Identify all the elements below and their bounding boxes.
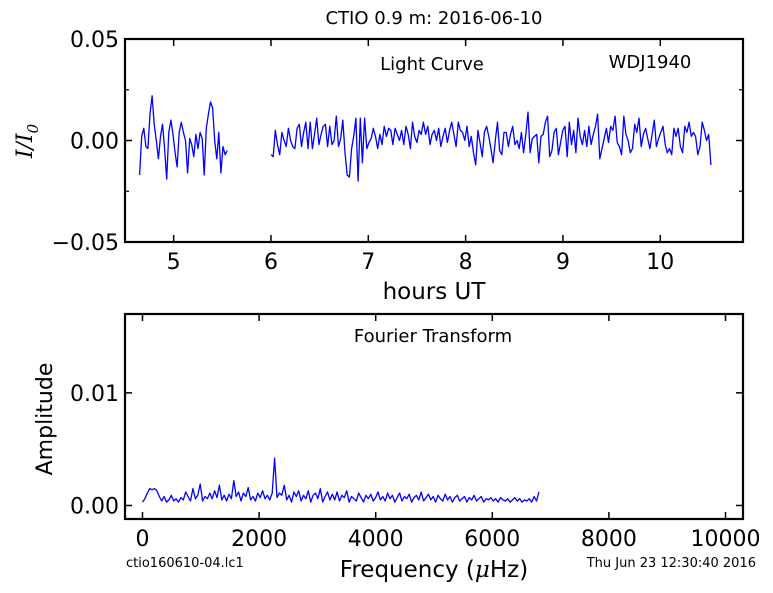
y-tick-label: 0.01 bbox=[70, 382, 119, 407]
footer-filename: ctio160610-04.lc1 bbox=[126, 556, 244, 571]
fourier-xlabel-text: Frequency ( bbox=[340, 557, 475, 583]
figure-title: CTIO 0.9 m: 2016-06-10 bbox=[325, 8, 542, 29]
fourier-panel: 0 2000 4000 6000 8000 10000 0.00 0.01 Fourier T… bbox=[33, 312, 761, 583]
series-line-1 bbox=[138, 95, 228, 180]
x-tick-label: 8000 bbox=[581, 527, 637, 552]
fourier-ticks: 0 2000 4000 6000 8000 10000 0.00 0.01 bbox=[70, 314, 761, 552]
light-curve-label: Light Curve bbox=[380, 54, 484, 75]
light-curve-ticks: 5 6 7 8 9 10 −0.05 0.00 0.05 bbox=[52, 28, 743, 275]
series-line-2 bbox=[270, 111, 712, 182]
fourier-axes-frame bbox=[123, 312, 745, 521]
x-tick-label: 9 bbox=[556, 250, 570, 275]
fourier-transform-label: Fourier Transform bbox=[354, 326, 512, 347]
series-line-1 bbox=[141, 457, 540, 503]
light-curve-panel: 5 6 7 8 9 10 −0.05 0.00 0.05 Light Curve WDJ1940… bbox=[13, 28, 745, 305]
x-tick-label: 10000 bbox=[691, 527, 761, 552]
footer-timestamp: Thu Jun 23 12:30:40 2016 bbox=[586, 556, 756, 571]
y-tick-label: 0.05 bbox=[70, 28, 119, 53]
fourier-xlabel-unit: Hz) bbox=[490, 557, 528, 583]
fourier-lines bbox=[141, 457, 540, 503]
x-tick-label: 6000 bbox=[464, 527, 520, 552]
light-curve-ylabel: I/I0 bbox=[13, 123, 42, 159]
y-tick-label: −0.05 bbox=[52, 231, 119, 256]
x-tick-label: 4000 bbox=[348, 527, 404, 552]
light-curve-xlabel: hours UT bbox=[383, 279, 487, 305]
x-tick-label: 8 bbox=[459, 250, 473, 275]
x-tick-label: 7 bbox=[361, 250, 375, 275]
y-tick-label: 0.00 bbox=[70, 130, 119, 155]
light-curve-axes-frame bbox=[123, 37, 745, 244]
fourier-ylabel: Amplitude bbox=[33, 363, 58, 476]
x-tick-label: 0 bbox=[135, 527, 149, 552]
x-tick-label: 5 bbox=[167, 250, 181, 275]
y-tick-label: 0.00 bbox=[70, 494, 119, 519]
x-tick-label: 2000 bbox=[231, 527, 287, 552]
target-name-label: WDJ1940 bbox=[609, 52, 692, 73]
fourier-xlabel-mu: μ bbox=[475, 557, 490, 583]
light-curve-lines bbox=[138, 95, 712, 182]
fourier-xlabel: Frequency (μHz) bbox=[340, 557, 528, 583]
x-tick-label: 10 bbox=[646, 250, 674, 275]
x-tick-label: 6 bbox=[264, 250, 278, 275]
